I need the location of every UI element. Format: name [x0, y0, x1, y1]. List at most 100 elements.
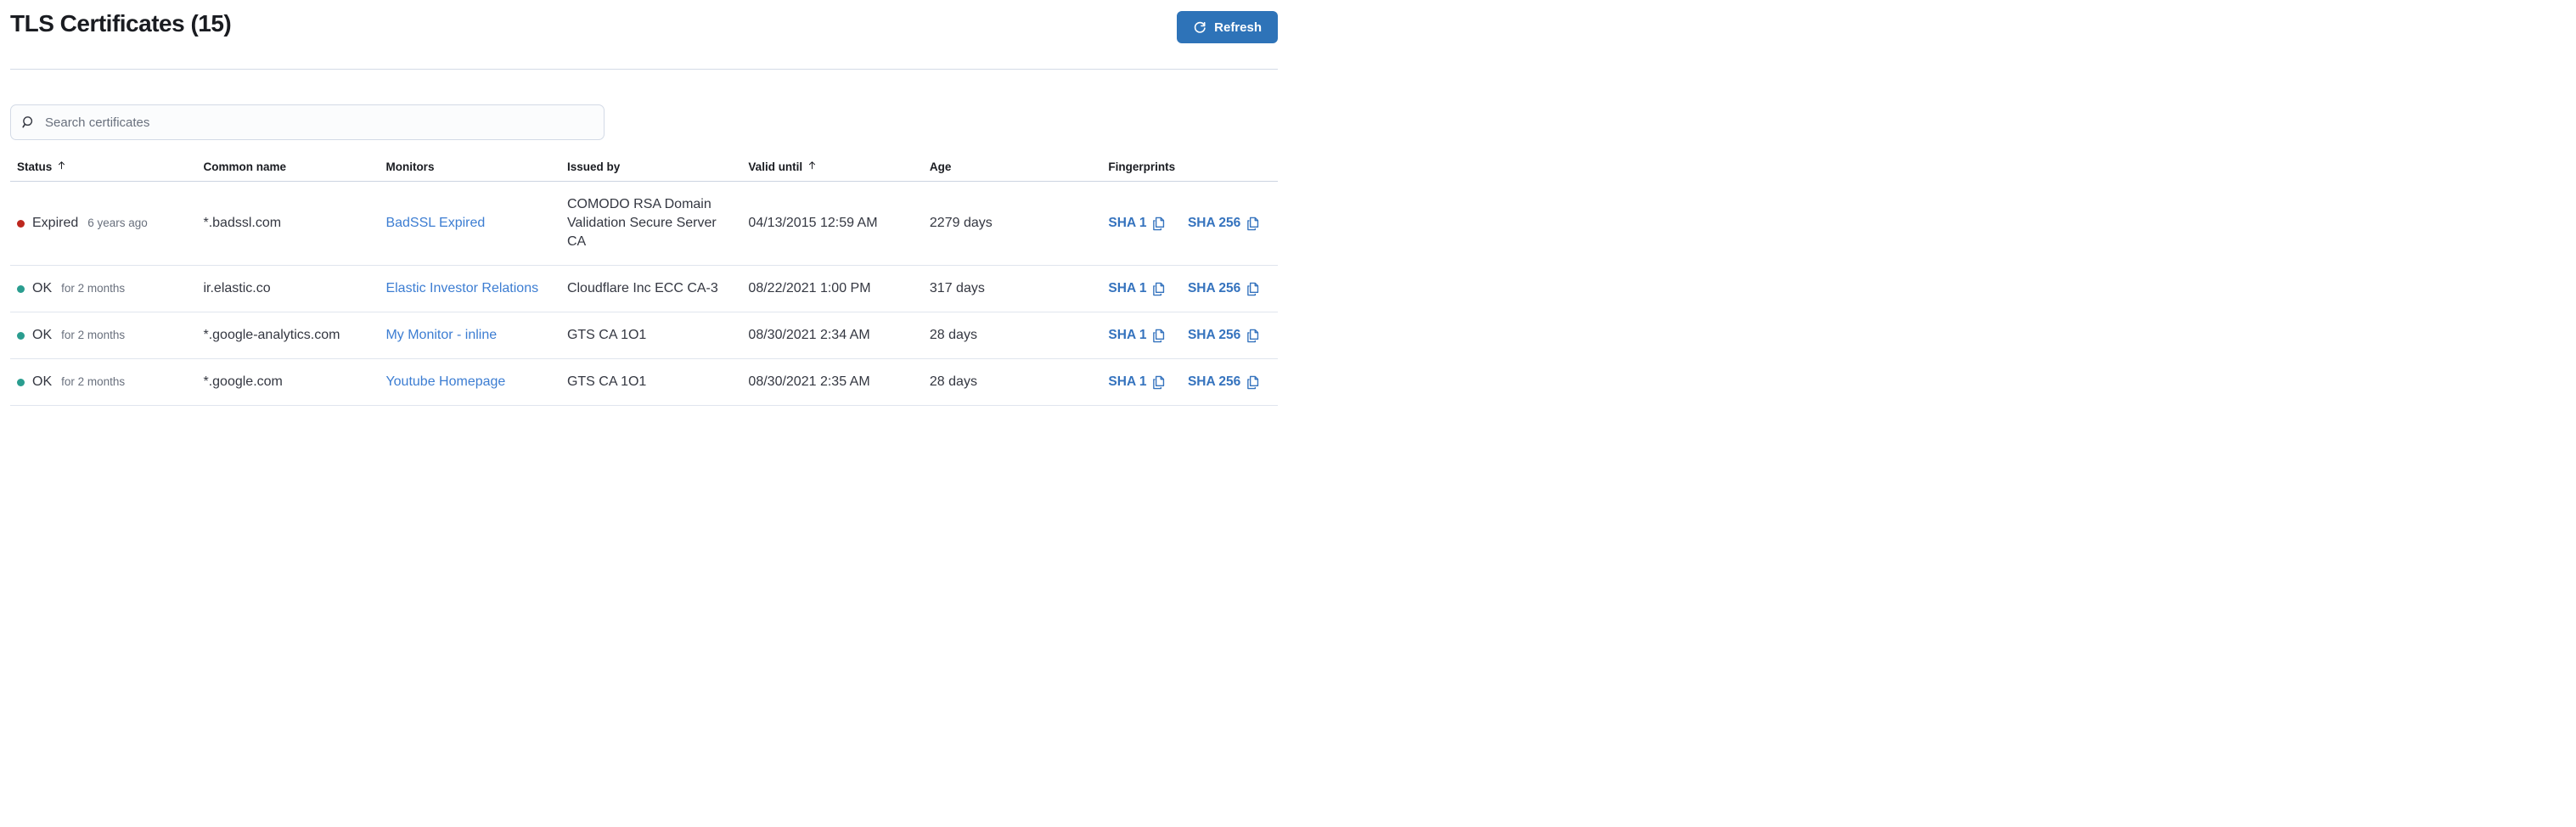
issued-by-cell: COMODO RSA Domain Validation Secure Serv… [560, 181, 742, 266]
certificate-row: Expired 6 years ago *.badssl.com BadSSL … [10, 181, 1278, 266]
monitors-cell: Elastic Investor Relations [379, 265, 560, 312]
status-relative-time: for 2 months [61, 329, 126, 341]
certificates-table: Status Common name Monitors Issu [10, 151, 1278, 414]
age-cell: 28 days [922, 312, 1102, 359]
monitors-cell: BadSSL Expired [379, 181, 560, 266]
common-name-cell: *.google-analytics.com [196, 312, 380, 359]
column-header-valid-until-label: Valid until [748, 160, 803, 173]
common-name-cell: www.android.com [196, 405, 380, 414]
age-cell: 28 days [922, 358, 1102, 406]
status-label: OK [32, 281, 53, 295]
certificate-row: OK for 2 months *.google-analytics.com M… [10, 312, 1278, 359]
status-label: Expired [32, 216, 79, 230]
common-name-cell: ir.elastic.co [196, 265, 380, 312]
copy-fingerprint-icon[interactable] [1246, 217, 1260, 231]
page-title: TLS Certificates (15) [10, 10, 232, 37]
sha256-fingerprint-link[interactable]: SHA 256 [1187, 328, 1241, 342]
valid-until-cell: 08/22/2021 1:00 PM [741, 265, 923, 312]
sha256-fingerprint-link[interactable]: SHA 256 [1187, 374, 1241, 389]
common-name-cell: *.google.com [196, 358, 380, 406]
status-cell: OK for 2 months [10, 265, 197, 312]
refresh-icon [1193, 20, 1206, 34]
status-label: OK [32, 374, 53, 389]
sha1-fingerprint-link[interactable]: SHA 1 [1108, 216, 1147, 230]
sort-ascending-icon [56, 160, 67, 173]
copy-fingerprint-icon[interactable] [1151, 282, 1166, 296]
table-header-row: Status Common name Monitors Issu [10, 151, 1278, 182]
copy-fingerprint-icon[interactable] [1246, 282, 1260, 296]
column-header-age-label: Age [929, 160, 952, 173]
copy-fingerprint-icon[interactable] [1246, 375, 1260, 390]
issued-by-cell: GTS CA 1O1 [560, 358, 742, 406]
sha1-fingerprint-link[interactable]: SHA 1 [1108, 374, 1147, 389]
monitors-cell: Android Homepage [379, 405, 560, 414]
column-header-issued-by[interactable]: Issued by [560, 151, 742, 182]
column-header-status[interactable]: Status [10, 151, 197, 182]
status-relative-time: 6 years ago [87, 217, 148, 229]
refresh-button-label: Refresh [1214, 20, 1262, 35]
column-header-monitors[interactable]: Monitors [379, 151, 560, 182]
copy-fingerprint-icon[interactable] [1151, 329, 1166, 343]
valid-until-cell: 04/13/2015 12:59 AM [741, 181, 923, 266]
sha256-fingerprint-link[interactable]: SHA 256 [1187, 281, 1241, 295]
sha256-fingerprint-link[interactable]: SHA 256 [1187, 216, 1241, 230]
monitor-link[interactable]: Youtube Homepage [385, 374, 506, 389]
column-header-age[interactable]: Age [922, 151, 1102, 182]
column-header-monitors-label: Monitors [385, 160, 435, 173]
status-label: OK [32, 328, 53, 342]
copy-fingerprint-icon[interactable] [1151, 375, 1166, 390]
search-row [10, 104, 1278, 140]
fingerprints-cell: SHA 1 SHA 256 [1101, 405, 1278, 414]
age-cell: 317 days [922, 265, 1102, 312]
valid-until-cell: 08/30/2021 4:17 AM [741, 405, 923, 414]
header-divider [10, 69, 1278, 70]
status-cell: OK for 2 months [10, 358, 197, 406]
page-header: TLS Certificates (15) Refresh [10, 0, 1278, 43]
copy-fingerprint-icon[interactable] [1246, 329, 1260, 343]
monitors-cell: Youtube Homepage [379, 358, 560, 406]
tls-certificates-page: TLS Certificates (15) Refresh [0, 0, 1288, 414]
search-box [10, 104, 605, 140]
status-cell: OK for 2 months [10, 312, 197, 359]
monitor-link[interactable]: BadSSL Expired [385, 216, 486, 230]
status-dot [17, 331, 25, 340]
status-dot [17, 284, 25, 293]
status-cell: OK for 2 months [10, 405, 197, 414]
valid-until-cell: 08/30/2021 2:35 AM [741, 358, 923, 406]
column-header-valid-until[interactable]: Valid until [741, 151, 923, 182]
common-name-cell: *.badssl.com [196, 181, 380, 266]
status-relative-time: for 2 months [61, 375, 126, 388]
issued-by-cell: GTS CA 1O1 [560, 312, 742, 359]
fingerprints-cell: SHA 1 SHA 256 [1101, 265, 1278, 312]
column-header-fingerprints: Fingerprints [1101, 151, 1278, 182]
certificate-row: OK for 2 months ir.elastic.co Elastic In… [10, 265, 1278, 312]
status-relative-time: for 2 months [61, 282, 126, 295]
status-dot [17, 378, 25, 386]
search-certificates-input[interactable] [10, 104, 605, 140]
column-header-common-name[interactable]: Common name [196, 151, 380, 182]
column-header-status-label: Status [17, 160, 53, 173]
issued-by-cell: Cloudflare Inc ECC CA-3 [560, 265, 742, 312]
monitor-link[interactable]: My Monitor - inline [385, 328, 498, 342]
monitors-cell: My Monitor - inline [379, 312, 560, 359]
fingerprints-cell: SHA 1 SHA 256 [1101, 181, 1278, 266]
column-header-common-name-label: Common name [203, 160, 286, 173]
fingerprints-cell: SHA 1 SHA 256 [1101, 312, 1278, 359]
certificate-row: OK for 2 months *.google.com Youtube Hom… [10, 358, 1278, 406]
age-cell: 28 days [922, 405, 1102, 414]
certificate-row: OK for 2 months www.android.com Android … [10, 405, 1278, 414]
age-cell: 2279 days [922, 181, 1102, 266]
fingerprints-cell: SHA 1 SHA 256 [1101, 358, 1278, 406]
sort-ascending-icon [807, 160, 818, 173]
issued-by-cell: GTS CA 1O1 [560, 405, 742, 414]
refresh-button[interactable]: Refresh [1177, 11, 1278, 43]
valid-until-cell: 08/30/2021 2:34 AM [741, 312, 923, 359]
monitor-link[interactable]: Elastic Investor Relations [385, 281, 539, 295]
status-cell: Expired 6 years ago [10, 181, 197, 266]
sha1-fingerprint-link[interactable]: SHA 1 [1108, 281, 1147, 295]
sha1-fingerprint-link[interactable]: SHA 1 [1108, 328, 1147, 342]
column-header-fingerprints-label: Fingerprints [1108, 160, 1176, 173]
column-header-issued-by-label: Issued by [566, 160, 621, 173]
status-dot [17, 219, 25, 228]
copy-fingerprint-icon[interactable] [1151, 217, 1166, 231]
